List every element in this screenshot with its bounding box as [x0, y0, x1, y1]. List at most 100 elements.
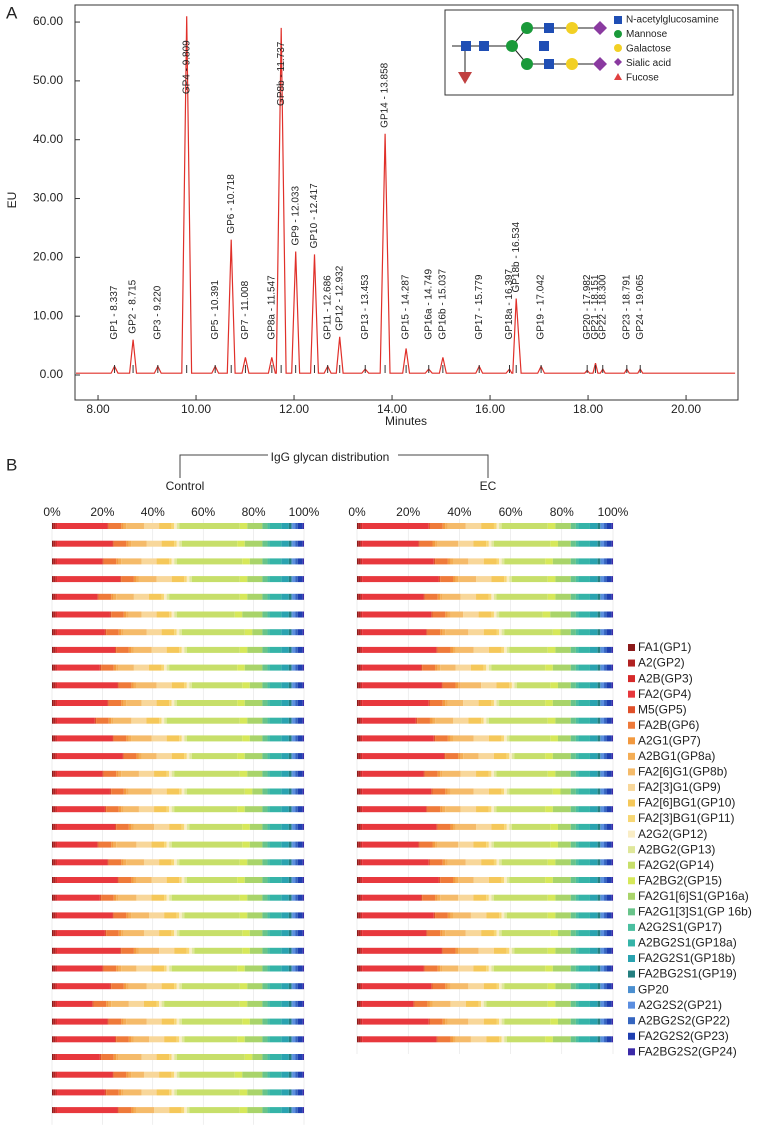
bar-segment: [447, 983, 451, 990]
bar-segment: [151, 788, 167, 795]
bar-segment: [597, 912, 601, 919]
bar-segment: [55, 753, 58, 760]
bar-segment: [437, 646, 451, 653]
bar-segment: [174, 700, 177, 706]
bar-segment: [419, 841, 433, 848]
bar-segment: [426, 930, 428, 937]
bar-segment: [570, 841, 576, 848]
bar-segment: [239, 593, 248, 600]
bar-segment: [611, 753, 613, 760]
bar-segment: [601, 523, 605, 529]
bar-segment: [53, 912, 56, 919]
bracket: [179, 454, 489, 478]
y-tick-label: 50.00: [33, 73, 63, 87]
bar-segment: [174, 1018, 177, 1025]
bar-segment: [511, 823, 551, 830]
bar-segment: [171, 770, 175, 777]
bar-segment: [428, 1018, 430, 1025]
bar-segment: [126, 700, 142, 706]
bar-segment: [143, 1000, 157, 1007]
bar-segment: [55, 629, 58, 636]
sialic-acid: [593, 21, 607, 35]
bar-segment: [435, 558, 448, 565]
bar-segment: [570, 965, 576, 972]
bar-segment: [445, 700, 448, 706]
legend-label: A2BG2(GP13): [638, 842, 715, 856]
bar-segment: [92, 1000, 94, 1007]
bar-segment: [297, 1036, 303, 1043]
bar-segment: [437, 823, 451, 830]
bar-segment: [169, 770, 172, 777]
bar-segment: [473, 841, 487, 848]
bar-segment: [604, 611, 607, 618]
bar-segment: [171, 753, 185, 760]
bar-segment: [292, 1071, 296, 1078]
bar-segment: [120, 947, 122, 954]
bar-segment: [108, 1000, 112, 1007]
bar-segment: [545, 664, 553, 671]
bar-segment: [292, 523, 296, 529]
x-tick-label: 20%: [90, 505, 114, 519]
bar-segment: [450, 646, 453, 653]
bar-segment: [52, 823, 54, 830]
bar-segment: [455, 682, 459, 689]
bar-segment: [281, 646, 289, 653]
bar-segment: [358, 877, 361, 883]
bar-segment: [295, 558, 298, 565]
bar-segment: [184, 646, 187, 653]
bar-segment: [118, 664, 134, 671]
legend-swatch: [628, 877, 635, 885]
bar-segment: [504, 646, 507, 653]
bar-segment: [442, 859, 446, 866]
bar-segment: [281, 523, 289, 529]
bar-segment: [164, 965, 167, 972]
bar-segment: [53, 611, 56, 618]
bar-segment: [570, 947, 576, 954]
bar-segment: [292, 877, 296, 883]
bar-segment: [555, 859, 571, 866]
bar-segment: [297, 965, 303, 972]
bar-segment: [154, 1107, 170, 1114]
bar-segment: [55, 540, 58, 547]
bar-segment: [491, 965, 494, 972]
bar-segment: [491, 770, 494, 777]
y-tick-label: 60.00: [33, 14, 63, 28]
legend-label: A2BG2S1(GP18a): [638, 936, 737, 950]
bar-segment: [288, 1000, 292, 1007]
bar-segment: [131, 1071, 144, 1078]
bar-segment: [597, 806, 601, 813]
bar-segment: [164, 894, 167, 901]
bar-segment: [429, 717, 433, 724]
bar-segment: [468, 1018, 484, 1025]
bar-segment: [288, 646, 292, 653]
bar-segment: [601, 1000, 605, 1007]
bar-segment: [440, 629, 443, 636]
bar-segment: [281, 753, 289, 760]
bar-segment: [357, 877, 359, 883]
bar-segment: [171, 558, 175, 565]
bar-segment: [297, 717, 303, 724]
bar-segment: [496, 806, 546, 813]
bar-segment: [267, 540, 270, 547]
bar-segment: [509, 823, 512, 830]
bar-segment: [597, 930, 601, 937]
bar-segment: [161, 593, 165, 600]
bar-segment: [570, 735, 576, 742]
bar-segment: [604, 930, 607, 937]
bar-segment: [115, 646, 117, 653]
bar-segment: [575, 877, 579, 883]
bar-segment: [506, 735, 510, 742]
bar-segment: [458, 540, 474, 547]
bar-segment: [295, 841, 298, 848]
bar-segment: [133, 682, 137, 689]
bar-segment: [98, 841, 112, 848]
bar-segment: [601, 930, 605, 937]
bar-segment: [496, 682, 510, 689]
bar-segment: [123, 859, 127, 866]
bar-segment: [138, 947, 160, 954]
bar-segment: [269, 823, 282, 830]
bar-segment: [493, 523, 497, 529]
bar-segment: [476, 823, 492, 830]
bar-segment: [589, 1036, 598, 1043]
glcnac: [539, 41, 549, 51]
